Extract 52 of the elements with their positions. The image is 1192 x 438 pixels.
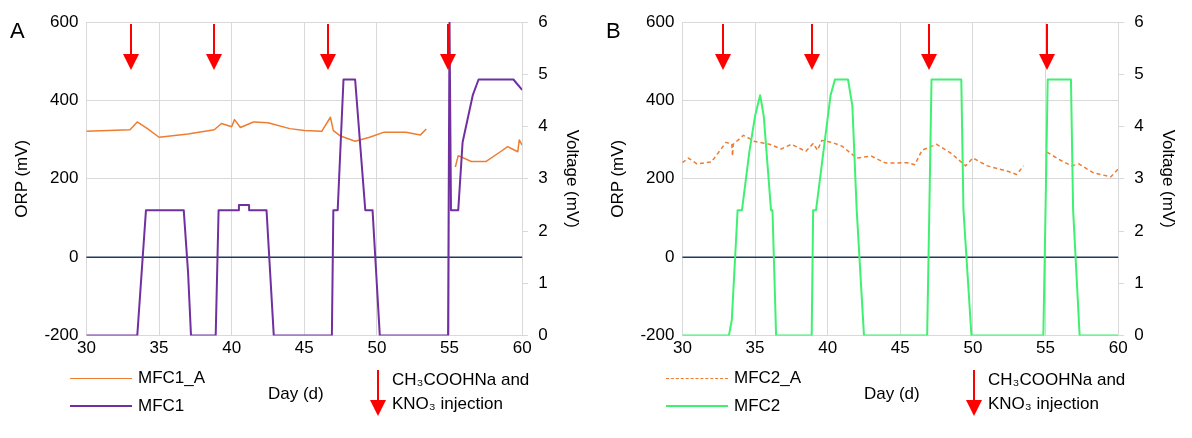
x-tick-label: 30 xyxy=(672,338,692,358)
y2-tick-label: 4 xyxy=(1134,116,1144,136)
y-axis-title: ORP (mV) xyxy=(607,139,627,218)
y-tick-label: 200 xyxy=(50,168,79,188)
chart-title: B xyxy=(606,18,621,44)
x-tick-label: 45 xyxy=(294,338,314,358)
y-tick-label: 200 xyxy=(646,168,675,188)
text: CH₃COOHNa and KNO₃ injection xyxy=(392,369,531,415)
chart-title: A xyxy=(10,18,25,44)
y-tick-label: -200 xyxy=(44,325,79,345)
y-tick-label: 400 xyxy=(646,90,675,110)
y2-tick-label: 5 xyxy=(1134,63,1144,83)
x-tick-label: 60 xyxy=(512,338,532,358)
text: CH₃COOHNa and KNO₃ injection xyxy=(988,369,1127,415)
x-axis-title: Day (d) xyxy=(864,384,920,404)
x-tick-label: 50 xyxy=(367,338,387,358)
x-tick-label: 55 xyxy=(440,338,459,358)
y2-tick-label: 5 xyxy=(538,63,548,83)
y2-tick-label: 2 xyxy=(538,220,548,240)
y2-tick-label: 0 xyxy=(538,325,548,345)
x-tick-label: 35 xyxy=(149,338,169,358)
legend-label: MFC2_A xyxy=(734,368,802,388)
x-tick-label: 30 xyxy=(76,338,96,358)
y-tick-label: -200 xyxy=(640,325,675,345)
y2-tick-label: 0 xyxy=(1134,325,1144,345)
y-tick-label: 0 xyxy=(664,246,675,266)
y2-tick-label: 1 xyxy=(1134,273,1144,293)
y2-tick-label: 3 xyxy=(1134,168,1144,188)
y2-tick-label: 1 xyxy=(538,273,548,293)
legend-label: MFC1_A xyxy=(138,368,206,388)
x-tick-label: 35 xyxy=(745,338,765,358)
y2-tick-label: 3 xyxy=(538,168,548,188)
y-tick-label: 600 xyxy=(50,11,79,31)
legend-label: MFC1 xyxy=(138,396,185,416)
y2-axis-title: Voltage (mV) xyxy=(1159,129,1179,228)
y-tick-label: 400 xyxy=(50,90,79,110)
x-axis-title: Day (d) xyxy=(268,384,324,404)
x-tick-label: 55 xyxy=(1036,338,1055,358)
x-tick-label: 40 xyxy=(818,338,838,358)
x-tick-label: 50 xyxy=(963,338,983,358)
y-axis-title: ORP (mV) xyxy=(11,139,31,218)
x-tick-label: 45 xyxy=(890,338,910,358)
y-tick-label: 0 xyxy=(68,246,79,266)
y-tick-label: 600 xyxy=(646,11,675,31)
x-tick-label: 60 xyxy=(1108,338,1128,358)
legend-label: MFC2 xyxy=(734,396,781,416)
y2-tick-label: 2 xyxy=(1134,220,1144,240)
y2-tick-label: 6 xyxy=(1134,11,1144,31)
y2-tick-label: 6 xyxy=(538,11,548,31)
y2-tick-label: 4 xyxy=(538,116,548,136)
x-tick-label: 40 xyxy=(222,338,242,358)
y2-axis-title: Voltage (mV) xyxy=(563,129,583,228)
